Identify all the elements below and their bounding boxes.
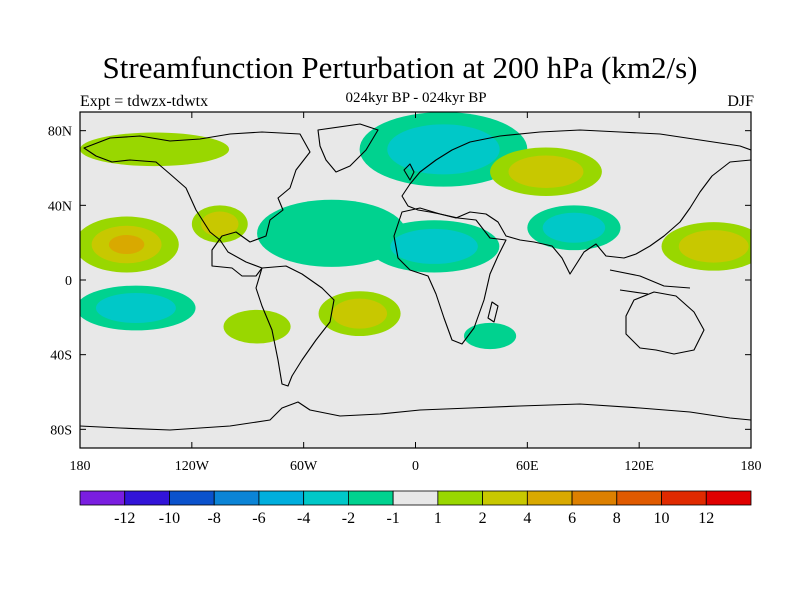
page-title: Streamfunction Perturbation at 200 hPa (… bbox=[102, 50, 698, 85]
anomaly-north-america-positive-level-2 bbox=[201, 211, 239, 237]
colorbar-label: -12 bbox=[114, 510, 135, 527]
anomaly-north-atlantic-west-negative-level-1 bbox=[257, 199, 407, 267]
colorbar-swatch bbox=[79, 490, 126, 506]
colorbar-swatch bbox=[124, 490, 170, 506]
anomaly-southeast-pacific-positive-level-1 bbox=[223, 309, 291, 344]
coastline-layer bbox=[80, 123, 751, 431]
x-tick-label: 60E bbox=[516, 459, 539, 474]
colorbar: -12 -10 -8 -6 -4 -2 -1 1 2 4 6 8 10 12 bbox=[79, 490, 752, 527]
colorbar-label: 10 bbox=[654, 510, 670, 527]
y-tick-label: 0 bbox=[65, 274, 72, 289]
colorbar-label: -1 bbox=[386, 510, 399, 527]
colorbar-label: -6 bbox=[252, 510, 265, 527]
colorbar-swatch bbox=[347, 490, 394, 506]
map-axes: 180 120W 60W 0 60E 120E 180 80N 40N 0 40S 80S bbox=[48, 112, 762, 474]
colorbar-label: -2 bbox=[342, 510, 355, 527]
colorbar-swatch bbox=[616, 490, 662, 506]
coastline-british-isles bbox=[403, 163, 415, 181]
coastline-africa bbox=[393, 207, 507, 345]
coastline-indonesia bbox=[609, 269, 691, 295]
colorbar-swatch bbox=[258, 490, 305, 506]
coastline-australia bbox=[625, 291, 705, 355]
anomaly-north-pacific-positive-level-3 bbox=[108, 235, 145, 255]
y-tick-label: 80S bbox=[50, 423, 72, 438]
x-tick-label: 120E bbox=[624, 459, 654, 474]
anomaly-south-asia-negative-level-2 bbox=[542, 212, 606, 243]
y-tick-label: 80N bbox=[48, 125, 72, 140]
x-tick-label: 180 bbox=[70, 459, 91, 474]
x-tick-label: 0 bbox=[412, 459, 419, 474]
colorbar-label: 1 bbox=[434, 510, 442, 527]
anomaly-south-atlantic-positive-level-2 bbox=[332, 298, 388, 329]
coastline-eurasia bbox=[401, 129, 751, 275]
colorbar-swatch bbox=[213, 490, 260, 506]
colorbar-label: 2 bbox=[479, 510, 487, 527]
anomaly-eurasia-positive-level-2 bbox=[508, 155, 584, 188]
anomaly-west-pacific-positive-level-2 bbox=[678, 230, 749, 263]
anomaly-layer bbox=[80, 112, 751, 350]
colorbar-swatch bbox=[482, 490, 528, 506]
colorbar-swatch bbox=[571, 490, 618, 506]
colorbar-swatch bbox=[705, 490, 752, 506]
colorbar-swatch bbox=[437, 490, 484, 506]
colorbar-label: -10 bbox=[159, 510, 180, 527]
coastline-south-america bbox=[255, 265, 335, 387]
coastline-north-america bbox=[83, 131, 311, 277]
colorbar-label: 6 bbox=[568, 510, 576, 527]
season-label: DJF bbox=[727, 93, 754, 110]
y-tick-label: 40N bbox=[48, 199, 72, 214]
colorbar-label: 4 bbox=[523, 510, 531, 527]
coastline-antarctica bbox=[80, 401, 751, 431]
coastline-greenland bbox=[317, 123, 379, 173]
colorbar-label: 8 bbox=[613, 510, 621, 527]
anomaly-south-africa-negative-level-1 bbox=[463, 322, 517, 350]
colorbar-swatch bbox=[661, 490, 707, 506]
colorbar-swatch bbox=[303, 490, 349, 506]
map-panel: 180 120W 60W 0 60E 120E 180 80N 40N 0 40S 80S bbox=[48, 111, 762, 474]
plot-subtitle: 024kyr BP - 024kyr BP bbox=[345, 90, 487, 106]
anomaly-arctic-north-atlantic-negative-level-2 bbox=[387, 124, 500, 175]
coastline-madagascar bbox=[487, 301, 499, 323]
colorbar-label: -8 bbox=[208, 510, 221, 527]
colorbar-label: -4 bbox=[297, 510, 310, 527]
x-tick-label: 60W bbox=[290, 459, 318, 474]
anomaly-south-pacific-negative-level-2 bbox=[95, 292, 176, 324]
y-tick-label: 40S bbox=[50, 349, 72, 364]
x-tick-label: 180 bbox=[741, 459, 762, 474]
experiment-label: Expt = tdwzx-tdwtx bbox=[80, 93, 209, 110]
colorbar-swatch bbox=[169, 490, 215, 506]
colorbar-swatch bbox=[392, 490, 439, 506]
colorbar-label: 12 bbox=[698, 510, 714, 527]
anomaly-arctic-canada-positive-level-1 bbox=[80, 132, 230, 167]
anomaly-central-atlantic-africa-negative-level-2 bbox=[390, 228, 478, 264]
colorbar-swatch bbox=[526, 490, 573, 506]
x-tick-label: 120W bbox=[175, 459, 210, 474]
